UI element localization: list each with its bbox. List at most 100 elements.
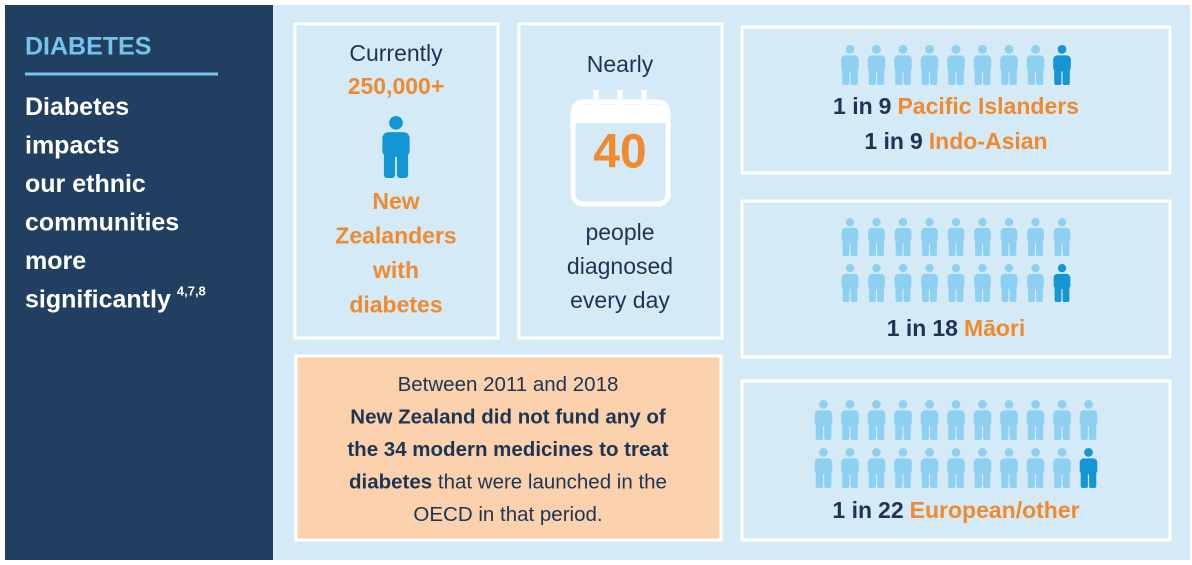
person-icon (974, 218, 991, 256)
person-head (1031, 218, 1040, 227)
stat-denominator: 9 (910, 128, 923, 154)
person-leg (877, 284, 884, 302)
person-leg (1036, 470, 1044, 488)
person-leg (1009, 422, 1017, 440)
person-head (845, 400, 855, 409)
person-leg (903, 470, 911, 488)
person-leg (868, 470, 876, 488)
person-leg (930, 422, 938, 440)
funding-line: the 34 modern medicines to treat (347, 438, 668, 461)
stat-prefix: 1 in (833, 93, 873, 119)
person-icon (947, 448, 965, 488)
person-icon (841, 448, 859, 488)
person-icon (921, 264, 938, 302)
person-icon (947, 264, 965, 302)
person-leg (1089, 470, 1097, 488)
person-head (872, 264, 881, 273)
person-icon (1026, 400, 1045, 440)
person-head (1057, 45, 1067, 54)
person-head (978, 45, 987, 54)
person-head (1057, 264, 1067, 273)
person-head (1084, 448, 1093, 457)
person-leg (956, 422, 964, 440)
person-head (978, 400, 987, 409)
person-head (872, 400, 881, 409)
person-icon (947, 45, 965, 85)
person-head (845, 45, 855, 54)
person-leg (1062, 238, 1070, 256)
person-head (898, 448, 908, 457)
person-leg (956, 284, 964, 302)
stat-group: Māori (964, 315, 1025, 341)
person-leg (877, 470, 885, 488)
person-head (978, 448, 987, 457)
person-icon (841, 45, 859, 85)
person-leg (1009, 238, 1017, 256)
person-head (845, 218, 855, 227)
person-leg (1036, 284, 1043, 302)
person-head (898, 400, 908, 409)
group-card (740, 199, 1172, 359)
figure: 250,000+ (348, 73, 445, 99)
stat-prefix: 1 in (864, 128, 904, 154)
person-head (1004, 400, 1014, 409)
sidebar-line: impacts (25, 131, 119, 159)
person-leg (1001, 422, 1009, 440)
person-icon (894, 264, 912, 302)
person-leg (1027, 470, 1035, 488)
person-leg (903, 67, 911, 85)
sidebar-text: our ethnic (25, 170, 146, 198)
person-head (1004, 45, 1014, 54)
caption-line: every day (570, 287, 670, 313)
person-leg (1001, 284, 1009, 302)
person-leg (1062, 470, 1070, 488)
person-icon (894, 218, 912, 256)
funding-text: Between 2011 and 2018 (398, 373, 619, 396)
person-leg (1062, 67, 1070, 85)
person-leg (877, 238, 884, 256)
person-leg (895, 470, 903, 488)
person-leg (983, 422, 991, 440)
person-leg (842, 238, 850, 256)
person-leg (1009, 67, 1017, 85)
person-leg (850, 67, 858, 85)
person-head (1004, 264, 1014, 273)
funding-text: New Zealand did not fund any of (350, 406, 666, 429)
person-leg (983, 67, 991, 85)
person-leg (974, 422, 982, 440)
person-leg (1054, 238, 1062, 256)
funding-line: Between 2011 and 2018 (398, 373, 619, 396)
person-icon (1027, 218, 1044, 256)
funding-line: diabetes that were launched in the (349, 471, 667, 494)
stat-denominator: 22 (878, 497, 904, 523)
person-icon (382, 116, 410, 178)
sidebar-line: more (25, 247, 86, 275)
person-leg (1054, 67, 1062, 85)
person-leg (850, 470, 858, 488)
caption-line: New (372, 188, 419, 214)
person-leg (922, 238, 929, 256)
person-icon (1053, 45, 1071, 85)
person-leg (895, 67, 903, 85)
person-leg (1028, 284, 1035, 302)
person-leg (1054, 422, 1062, 440)
person-icon (841, 264, 859, 302)
person-leg (815, 422, 823, 440)
person-leg (1036, 422, 1044, 440)
person-icon (1026, 45, 1045, 85)
sidebar-text: more (25, 247, 86, 275)
person-icon (1027, 264, 1044, 302)
person-icon (867, 45, 886, 85)
intro: Nearly (587, 51, 654, 77)
group-card (740, 25, 1172, 175)
person-icon (920, 400, 939, 440)
group-card (740, 379, 1172, 542)
person-head (1004, 218, 1014, 227)
person-icon (894, 45, 912, 85)
prevalence-card (293, 22, 500, 340)
person-leg (948, 422, 956, 440)
person-icon (894, 400, 912, 440)
person-icon (1053, 400, 1071, 440)
person-head (872, 218, 881, 227)
person-icon (1000, 448, 1018, 488)
